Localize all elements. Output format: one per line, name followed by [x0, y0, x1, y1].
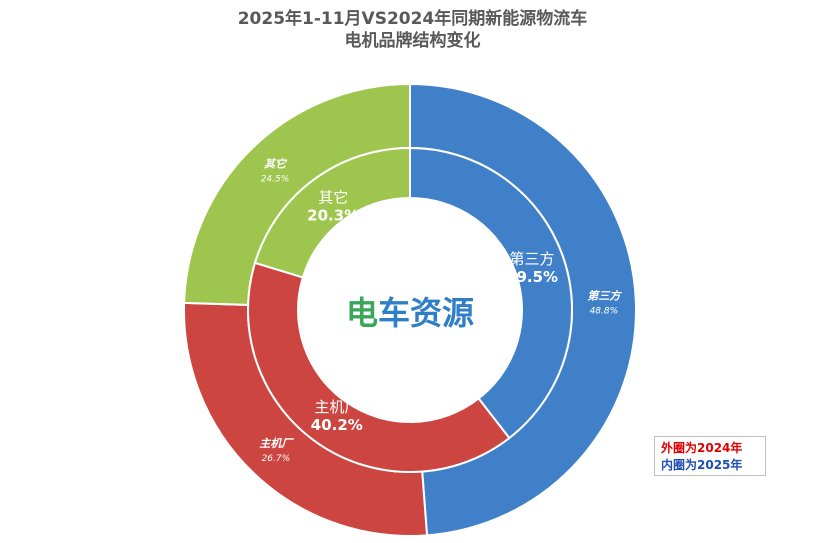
- outer-label-name-other: 其它: [264, 158, 288, 171]
- inner-slice-oem: [247, 261, 511, 473]
- inner-label-value-third-party: 39.5%: [506, 268, 558, 286]
- outer-ring-2024: [183, 82, 637, 537]
- outer-label-name-third-party: 第三方: [587, 290, 622, 303]
- inner-ring-2025: [247, 146, 573, 473]
- chart-title: 2025年1-11月VS2024年同期新能源物流车: [237, 9, 588, 29]
- inner-label-name-third-party: 第三方: [510, 250, 555, 268]
- legend-inner-ring: 内圈为2025年: [661, 458, 743, 472]
- inner-slice-other: [253, 146, 411, 279]
- chart-title-block: 2025年1-11月VS2024年同期新能源物流车 电机品牌结构变化: [0, 8, 825, 52]
- inner-slice-third-party: [409, 146, 573, 440]
- outer-label-value-other: 24.5%: [261, 175, 290, 185]
- slice-labels: 第三方48.8%主机厂26.7%其它24.5%第三方39.5%主机厂40.2%其…: [259, 158, 622, 464]
- ring-legend: 外圈为2024年 内圈为2025年: [654, 436, 766, 476]
- outer-label-value-oem: 26.7%: [262, 454, 291, 464]
- chart-subtitle: 电机品牌结构变化: [344, 31, 481, 51]
- inner-label-value-other: 20.3%: [307, 206, 359, 224]
- logo-text: 电车资源: [346, 294, 474, 332]
- outer-label-name-oem: 主机厂: [259, 437, 294, 450]
- outer-label-value-third-party: 48.8%: [590, 307, 619, 317]
- inner-label-name-other: 其它: [318, 188, 348, 206]
- inner-label-value-oem: 40.2%: [311, 416, 363, 434]
- legend-outer-ring: 外圈为2024年: [661, 441, 743, 455]
- logo: 电车资源: [346, 294, 474, 332]
- inner-label-name-oem: 主机厂: [314, 398, 359, 416]
